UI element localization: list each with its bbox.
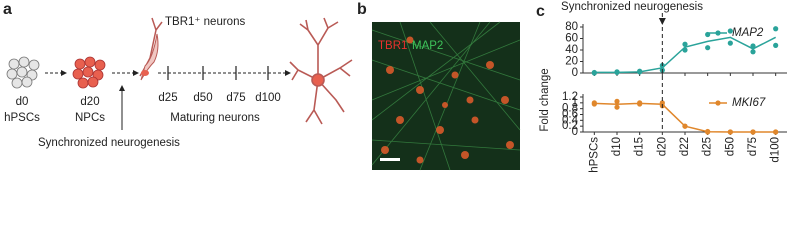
- mature-neuron: [289, 17, 353, 125]
- y-tick-label: 0.4: [562, 114, 579, 126]
- legend-label: MKI67: [732, 97, 766, 109]
- timepoint: d100: [255, 92, 281, 104]
- x-tick-label: d50: [724, 137, 736, 156]
- y-tick-label: 60: [565, 33, 578, 45]
- stage-name: hPSCs: [4, 112, 40, 124]
- y-tick-label: 1: [572, 97, 578, 109]
- scale-bar: [380, 158, 400, 161]
- y-tick-label: 1.2: [562, 91, 578, 103]
- x-tick-label: d15: [634, 137, 646, 156]
- series-line: [594, 36, 777, 74]
- replicate-point: [727, 28, 733, 34]
- replicate-point: [637, 101, 643, 107]
- hpsc-cluster: [6, 56, 40, 89]
- replicate-point: [591, 101, 597, 107]
- x-tick-label: d20: [656, 137, 668, 156]
- y-tick-label: 0.2: [562, 120, 578, 132]
- legend-swatch: [715, 100, 721, 106]
- replicate-point: [705, 128, 711, 135]
- y-tick-label: 20: [565, 56, 578, 68]
- timepoint: d75: [226, 92, 245, 104]
- replicate-point: [705, 45, 711, 51]
- annotation-arrowhead: [658, 18, 666, 25]
- young-neuron: [139, 17, 163, 81]
- panel-label: c: [536, 3, 545, 20]
- legend-label: MAP2: [732, 27, 764, 39]
- neuron-label: TBR1⁺ neurons: [165, 16, 245, 28]
- replicate-point: [682, 123, 688, 129]
- replicate-point: [614, 104, 620, 110]
- figure: a d0 hPSCs d20 NPCs Synchronized neuroge…: [3, 1, 787, 173]
- y-tick-label: 80: [565, 21, 578, 33]
- replicate-point: [773, 42, 779, 49]
- y-tick-label: 0: [572, 126, 578, 138]
- stage-day: d20: [80, 96, 99, 108]
- panel-label: a: [3, 1, 12, 18]
- replicate-point: [637, 68, 643, 74]
- replicate-point: [773, 129, 779, 135]
- annotation: Synchronized neurogenesis: [561, 1, 703, 13]
- replicate-point: [682, 41, 688, 47]
- timepoint: d25: [158, 92, 177, 104]
- legend-swatch: [715, 30, 721, 36]
- npc-cluster: [72, 56, 106, 89]
- x-tick-label: hPSCs: [588, 137, 600, 173]
- x-tick-label: d75: [747, 137, 759, 156]
- replicate-point: [682, 47, 688, 53]
- replicate-point: [750, 49, 756, 55]
- replicate-point: [727, 129, 733, 135]
- stain-label: MAP2: [412, 40, 443, 52]
- x-tick-label: d22: [679, 137, 691, 156]
- micrograph-nuclei: [381, 36, 514, 164]
- micrograph-fibers: [371, 21, 521, 171]
- x-tick-label: d25: [702, 137, 714, 156]
- stage-name: NPCs: [75, 112, 105, 124]
- x-tick-label: d10: [611, 137, 623, 156]
- replicate-point: [773, 26, 779, 32]
- timepoint: d50: [193, 92, 212, 104]
- replicate-point: [750, 129, 756, 135]
- replicate-point: [750, 43, 756, 49]
- panel-c: c Synchronized neurogenesis Fold change …: [536, 1, 787, 173]
- replicate-point: [614, 98, 620, 104]
- timeline-ticks: [167, 66, 269, 80]
- panel-a: a d0 hPSCs d20 NPCs Synchronized neuroge…: [3, 1, 353, 149]
- y-tick-label: 0.8: [562, 103, 578, 115]
- y-axis-label: Fold change: [539, 68, 551, 131]
- panel-label: b: [357, 1, 367, 18]
- replicate-point: [591, 69, 597, 76]
- replicate-point: [705, 31, 711, 38]
- page: {"panels": { "a": {"label": "a", "neuron…: [3, 1, 787, 173]
- stage-name: Maturing neurons: [170, 112, 260, 124]
- replicate-point: [614, 69, 620, 75]
- stain-label: TBR1: [378, 40, 407, 52]
- y-tick-label: 0.6: [562, 109, 578, 121]
- arrow-label: Synchronized neurogenesis: [38, 137, 180, 149]
- y-tick-label: 0: [572, 67, 578, 79]
- replicate-point: [727, 40, 733, 46]
- x-tick-label: d100: [770, 137, 782, 163]
- panel-b: b TBR1 MAP2: [357, 1, 521, 171]
- stage-day: d0: [16, 96, 29, 108]
- y-tick-label: 40: [565, 44, 578, 56]
